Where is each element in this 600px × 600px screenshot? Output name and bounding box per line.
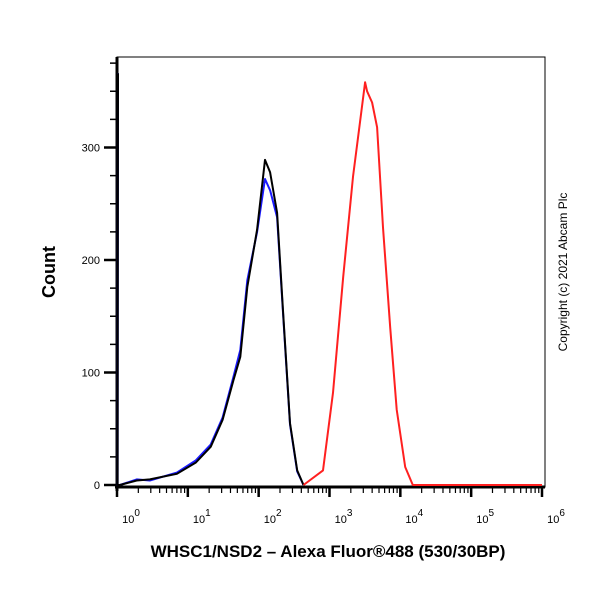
y-tick-label: 100 [82, 368, 100, 380]
y-tick-label: 300 [82, 143, 100, 155]
plot-frame [116, 56, 546, 488]
x-tick-label: 106 [547, 508, 565, 526]
x-tick-exponent: 6 [559, 508, 565, 519]
x-tick-base: 10 [335, 514, 347, 526]
series-group [116, 73, 542, 486]
series-line-2 [302, 81, 542, 486]
x-tick-base: 10 [547, 514, 559, 526]
x-tick-base: 10 [476, 514, 488, 526]
x-tick-base: 10 [264, 514, 276, 526]
x-tick-base: 10 [122, 514, 134, 526]
x-tick-base: 10 [405, 514, 417, 526]
series-line-1 [116, 73, 305, 486]
x-tick-exponent: 0 [134, 508, 140, 519]
x-tick-label: 101 [193, 508, 211, 526]
x-tick-label: 103 [335, 508, 353, 526]
x-axis-label: WHSC1/NSD2 – Alexa Fluor®488 (530/30BP) [151, 542, 506, 561]
x-tick-exponent: 5 [489, 508, 495, 519]
x-tick-exponent: 3 [347, 508, 353, 519]
x-tick-exponent: 4 [418, 508, 424, 519]
x-tick-label: 102 [264, 508, 282, 526]
x-tick-exponent: 1 [205, 508, 211, 519]
x-tick-label: 105 [476, 508, 494, 526]
x-tick-exponent: 2 [276, 508, 282, 519]
x-tick-label: 104 [405, 508, 423, 526]
y-axis-label: Count [39, 246, 59, 298]
y-tick-label: 200 [82, 255, 100, 267]
x-tick-label: 100 [122, 508, 140, 526]
x-tick-base: 10 [193, 514, 205, 526]
copyright-text: Copyright (c) 2021 Abcam Plc [556, 193, 570, 352]
y-axis: 0 100 200 300 [82, 57, 119, 492]
y-tick-label: 0 [94, 480, 100, 492]
